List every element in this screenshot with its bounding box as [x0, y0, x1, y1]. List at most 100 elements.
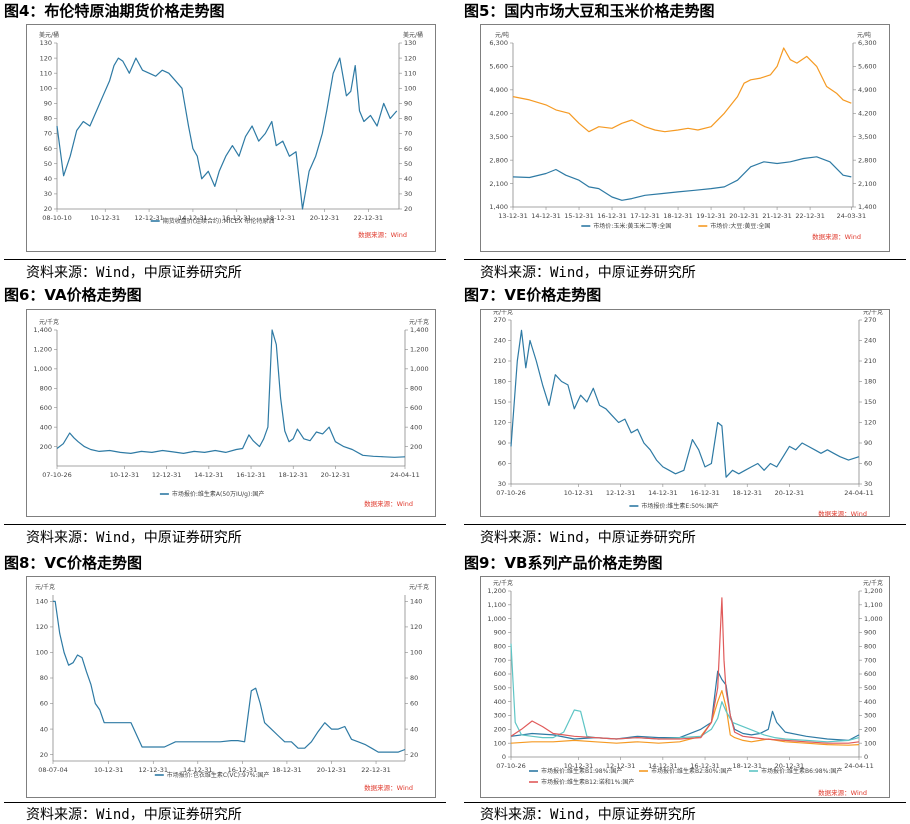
- series-line: [53, 600, 406, 753]
- x-tick-label: 12-12-31: [138, 766, 168, 774]
- data-source-label: 数据来源：Wind: [812, 232, 861, 241]
- y-axis-unit-left: 美元/桶: [39, 31, 59, 39]
- y-tick-label-left: 120: [36, 623, 48, 631]
- y-tick-label-right: 150: [864, 398, 876, 406]
- y-tick-label-left: 800: [40, 384, 52, 392]
- y-tick-label-left: 200: [494, 726, 506, 734]
- y-tick-label-left: 1,200: [487, 587, 506, 595]
- legend-label: 市场价:大豆:黄豆:全国: [710, 222, 770, 230]
- chart-svg: 美元/桶 美元/桶 20 20 30 30 40 40 50 50 60 60 70 70 80 80 90 90…: [39, 31, 423, 239]
- y-axis-unit-right: 美元/桶: [403, 31, 423, 39]
- figure-title: 图7：VE价格走势图: [464, 286, 602, 304]
- x-tick-label: 14-12-31: [648, 489, 678, 497]
- y-tick-label-right: 900: [864, 629, 876, 637]
- x-tick-label: 08-07-04: [38, 766, 68, 774]
- y-tick-label-right: 60: [864, 460, 872, 468]
- y-tick-label-left: 50: [44, 160, 52, 168]
- source-note: 资料来源：Wind，中原证券研究所: [26, 265, 242, 281]
- y-tick-label-left: 5,600: [489, 63, 508, 71]
- y-tick-label-right: 200: [410, 443, 422, 451]
- chart-svg: 元/千克 元/千克 20 20 40 40 60 60 80 80 100 100 120 120 140 1…: [35, 583, 429, 792]
- x-tick-label: 18-12-31: [272, 766, 302, 774]
- y-tick-label-right: 500: [864, 684, 876, 692]
- y-tick-label-left: 300: [494, 712, 506, 720]
- x-tick-label: 19-12-31: [696, 212, 726, 220]
- y-tick-label-left: 270: [494, 316, 506, 324]
- y-tick-label-right: 80: [404, 115, 412, 123]
- y-tick-label-right: 20: [404, 205, 412, 213]
- chart-panel-vb: 元/千克 元/千克 0 0 100 100 200 200 300 300 400 400 500 500…: [480, 576, 890, 798]
- y-tick-label-right: 50: [404, 160, 412, 168]
- y-tick-label-left: 130: [40, 39, 52, 47]
- y-tick-label-right: 100: [410, 649, 422, 657]
- legend-label: 期货收盘价(连续合约):MICEX 布伦特原油: [163, 217, 275, 225]
- y-tick-label-left: 70: [44, 130, 52, 138]
- divider: [4, 524, 446, 525]
- series-line: [56, 57, 398, 210]
- x-tick-label: 14-12-31: [183, 766, 213, 774]
- y-tick-label-right: 4,200: [858, 109, 877, 117]
- y-tick-label-left: 2,800: [489, 156, 508, 164]
- series-line: [512, 47, 852, 133]
- y-tick-label-right: 210: [864, 357, 876, 365]
- y-tick-label-right: 0: [864, 753, 868, 761]
- y-tick-label-right: 1,400: [410, 326, 429, 334]
- y-tick-label-left: 240: [494, 337, 506, 345]
- y-tick-label-left: 150: [494, 398, 506, 406]
- y-axis-unit-left: 元/吨: [495, 31, 509, 39]
- y-tick-label-left: 1,000: [33, 365, 52, 373]
- x-tick-label: 18-12-31: [732, 762, 762, 770]
- y-tick-label-left: 100: [40, 84, 52, 92]
- x-tick-label: 12-12-31: [606, 762, 636, 770]
- data-source-label: 数据来源：Wind: [358, 230, 407, 239]
- y-tick-label-right: 270: [864, 316, 876, 324]
- series-line: [510, 643, 860, 743]
- y-tick-label-right: 30: [864, 480, 872, 488]
- y-tick-label-right: 80: [410, 674, 418, 682]
- legend-label: 市场报价:包衣维生素C(VC):97%:国产: [167, 771, 270, 779]
- y-tick-label-left: 60: [44, 145, 52, 153]
- x-tick-label: 08-10-10: [42, 214, 72, 222]
- x-tick-label: 20-12-31: [317, 766, 347, 774]
- y-tick-label-left: 600: [494, 670, 506, 678]
- data-source-label: 数据来源：Wind: [818, 788, 867, 797]
- y-tick-label-right: 60: [410, 700, 418, 708]
- source-note: 资料来源：Wind，中原证券研究所: [26, 807, 242, 823]
- x-tick-label: 17-12-31: [630, 212, 660, 220]
- chart-svg: 元/吨 元/吨 1,400 1,400 2,100 2,100 2,800 2,800 3,50…: [489, 31, 877, 241]
- y-tick-label-right: 1,200: [410, 346, 429, 354]
- divider: [4, 802, 446, 803]
- y-tick-label-left: 110: [40, 69, 52, 77]
- series-line: [512, 156, 852, 201]
- x-tick-label: 18-12-31: [732, 489, 762, 497]
- chart-panel-va: 元/千克 元/千克 200 200 400 400 600 600 800 800 1,000 1,0…: [26, 309, 436, 517]
- y-axis-unit-left: 元/千克: [493, 310, 513, 316]
- y-axis-unit-left: 元/千克: [35, 583, 55, 591]
- x-tick-label: 24-03-31: [837, 212, 867, 220]
- y-tick-label-left: 1,100: [487, 601, 506, 609]
- legend-label: 市场报价:维生素A(50万IU/g):国产: [172, 490, 264, 498]
- y-tick-label-right: 100: [864, 739, 876, 747]
- x-tick-label: 16-12-31: [690, 762, 720, 770]
- legend-label: 市场报价:维生素B12:诺和1%:国产: [541, 778, 634, 786]
- legend-label: 市场报价:维生素B6:98%:国产: [761, 767, 842, 775]
- y-tick-label-left: 1,000: [487, 615, 506, 623]
- y-tick-label-right: 90: [404, 100, 412, 108]
- y-tick-label-right: 70: [404, 130, 412, 138]
- figure-title: 图5：国内市场大豆和玉米价格走势图: [464, 2, 715, 20]
- y-tick-label-left: 140: [36, 598, 48, 606]
- x-tick-label: 20-12-31: [310, 214, 340, 222]
- y-axis-unit-left: 元/千克: [39, 318, 59, 326]
- x-tick-label: 22-12-31: [795, 212, 825, 220]
- y-tick-label-right: 700: [864, 656, 876, 664]
- data-source-label: 数据来源：Wind: [818, 509, 867, 518]
- x-tick-label: 10-12-31: [564, 762, 594, 770]
- data-source-label: 数据来源：Wind: [364, 499, 413, 508]
- x-tick-label: 14-12-31: [178, 214, 208, 222]
- series-line: [510, 329, 860, 478]
- y-tick-label-left: 400: [494, 698, 506, 706]
- y-tick-label-right: 120: [864, 419, 876, 427]
- chart-panel-ve: 元/千克 元/千克 30 30 60 60 90 90 120 120 150 150 180 180 21…: [480, 309, 890, 518]
- y-axis-unit-left: 元/千克: [493, 579, 513, 587]
- y-tick-label-right: 60: [404, 145, 412, 153]
